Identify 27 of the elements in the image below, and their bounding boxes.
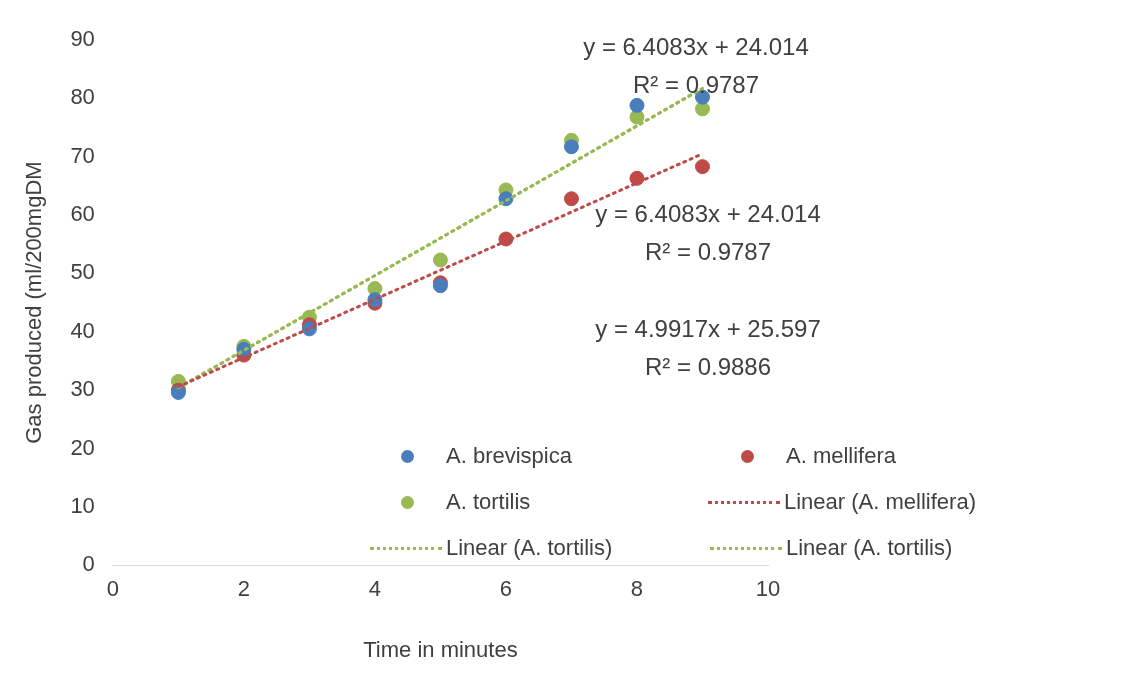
y-tick-label: 30 [70,376,95,402]
x-tick-label: 10 [755,576,781,602]
legend-label: Linear (A. mellifera) [784,489,976,515]
x-axis-title: Time in minutes [363,636,518,662]
legend-label: Linear (A. tortilis) [786,535,953,561]
y-tick-label: 90 [70,26,95,52]
legend-label: A. brevispica [446,443,572,469]
x-tick-label: 4 [368,576,382,602]
annotation: y = 4.9917x + 25.597 R² = 0.9886 [595,314,821,380]
y-tick-label: 20 [70,434,95,460]
legend-label: Linear (A. tortilis) [446,535,613,561]
y-tick-label: 70 [70,142,95,168]
legend-label: A. mellifera [786,443,897,469]
y-tick-label: 60 [70,201,95,227]
annotation: y = 6.4083x + 24.014 R² = 0.9787 [595,199,821,265]
x-tick-label: 0 [106,576,119,602]
y-tick-label: 80 [70,84,95,110]
y-axis-title: Gas produced (ml/200mgDM [21,161,47,444]
annotation: y = 6.4083x + 24.014 R² = 0.9787 [583,32,809,98]
x-tick-label: 8 [630,576,644,602]
x-tick-label: 6 [499,576,513,602]
x-tick-label: 2 [237,576,251,602]
y-tick-label: 0 [82,551,95,577]
y-tick-label: 10 [70,492,95,518]
y-tick-label: 40 [70,317,95,343]
legend-label: A. tortilis [446,489,531,515]
y-tick-label: 50 [70,259,95,285]
